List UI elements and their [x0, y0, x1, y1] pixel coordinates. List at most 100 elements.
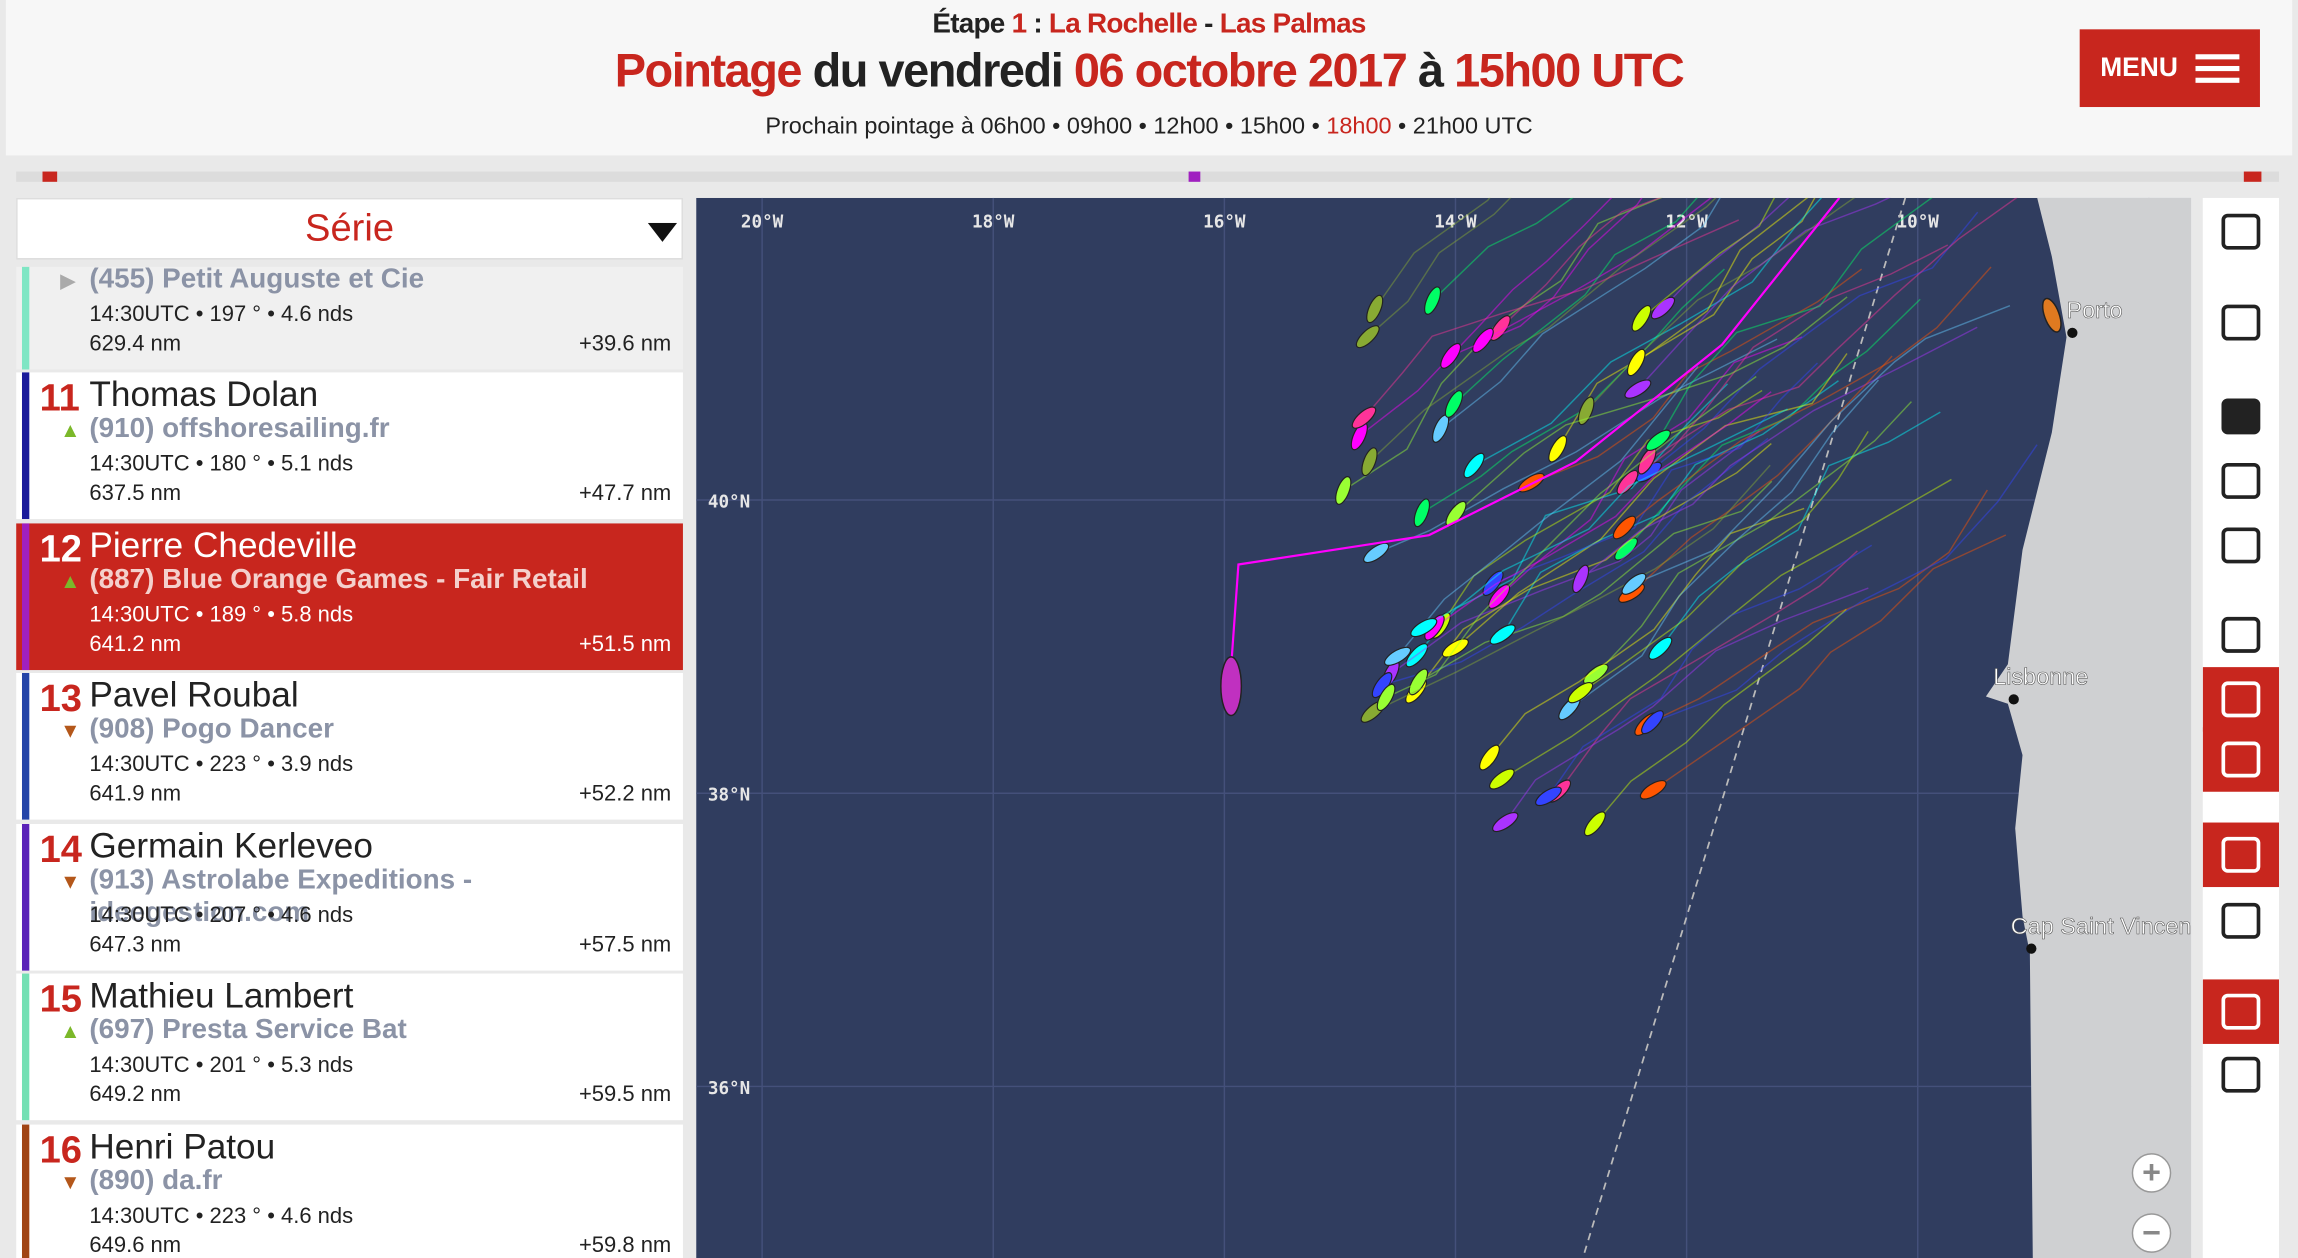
details: 14:30UTC • 223 ° • 4.6 nds: [89, 1203, 354, 1228]
boat-marker[interactable]: [1349, 404, 1379, 432]
boat-marker[interactable]: [1575, 395, 1597, 427]
boat-marker[interactable]: [1411, 497, 1433, 529]
boat-marker[interactable]: [1437, 341, 1464, 372]
details: 14:30UTC • 201 ° • 5.3 nds: [89, 1052, 354, 1078]
tool-icon[interactable]: [2221, 902, 2261, 939]
text: Las Palmas: [1219, 8, 1367, 40]
lat-label: 38°N: [708, 786, 750, 806]
boat-marker[interactable]: [1421, 285, 1443, 317]
selected-boat[interactable]: [1220, 656, 1243, 717]
time: 12h00: [1153, 114, 1219, 140]
boat-marker[interactable]: [1333, 475, 1354, 507]
ranking-entry[interactable]: ▶ (455) Petit Auguste et Cie 14:30UTC • 19…: [16, 266, 683, 370]
boat-marker[interactable]: [1361, 540, 1392, 566]
boat-marker[interactable]: [1646, 634, 1675, 663]
boat-marker[interactable]: [1382, 644, 1413, 669]
tool-icon[interactable]: [2221, 741, 2261, 778]
zoom-button[interactable]: [2131, 1213, 2172, 1253]
tool-icon[interactable]: [2221, 836, 2261, 873]
boat-marker[interactable]: [1461, 450, 1488, 480]
boat-marker[interactable]: [1476, 742, 1503, 773]
distance: 629.4 nm: [89, 331, 182, 357]
boat-marker[interactable]: [1638, 777, 1669, 802]
skipper: Pierre Chedeville: [89, 525, 358, 566]
next-line: Prochain pointage à 06h00 • 09h00 • 12h0…: [6, 114, 2292, 140]
boat-marker[interactable]: [1545, 433, 1570, 464]
boat-marker[interactable]: [1610, 513, 1639, 542]
tool-icon[interactable]: [2221, 527, 2261, 564]
track: [1450, 197, 1643, 357]
time: 15h00: [1239, 114, 1306, 140]
boat-marker[interactable]: [1374, 682, 1399, 713]
details: 14:30UTC • 207 ° • 4.6 nds: [89, 902, 354, 928]
text: Étape: [932, 8, 1005, 40]
color-bar: [21, 672, 30, 820]
boat-marker[interactable]: [1638, 707, 1667, 736]
track: [1440, 197, 1721, 430]
tool-icon[interactable]: [2221, 681, 2261, 718]
boat-marker[interactable]: [1622, 376, 1653, 401]
ranking-entry[interactable]: 12 Pierre Chedeville ▲ (887) Blue Orange Ga…: [16, 522, 683, 670]
boat-marker[interactable]: [1624, 347, 1648, 378]
boat: (890) da.fr: [89, 1164, 223, 1196]
tool-icon[interactable]: [2221, 462, 2261, 499]
ranking-entry[interactable]: 14 Germain Kerleveo ▼ (913) Astrolabe Exped…: [16, 823, 683, 970]
boat-marker[interactable]: [1363, 293, 1385, 325]
boat-marker[interactable]: [1359, 446, 1380, 478]
boat-marker[interactable]: [1408, 615, 1439, 640]
boat-marker[interactable]: [1440, 635, 1471, 660]
boat-marker[interactable]: [1487, 621, 1518, 647]
series-dropdown[interactable]: Série: [16, 197, 683, 260]
track: [1368, 197, 1717, 463]
rank: 16: [39, 1126, 82, 1171]
boat: (697) Presta Service Bat: [89, 1014, 407, 1046]
boat-marker[interactable]: [1629, 303, 1655, 334]
tool-icon[interactable]: [2221, 1056, 2261, 1093]
track: [1652, 444, 2038, 723]
boat-marker[interactable]: [1469, 325, 1496, 355]
tool-icon[interactable]: [2221, 993, 2261, 1030]
boat-marker[interactable]: [1487, 766, 1517, 793]
tool-icon[interactable]: [2221, 616, 2261, 653]
boat-marker[interactable]: [1485, 582, 1513, 612]
ranking-entry[interactable]: 13 Pavel Roubal ▼ (908) Pogo Dancer 14:30UTC…: [16, 672, 683, 820]
boat-marker[interactable]: [1643, 427, 1673, 454]
menu-button[interactable]: MENU: [2079, 29, 2260, 108]
boat-marker[interactable]: [1353, 322, 1382, 351]
tool-icon[interactable]: [2221, 213, 2261, 250]
tool-icon[interactable]: [2221, 398, 2261, 435]
lat-label: 36°N: [708, 1079, 750, 1099]
zoom-button[interactable]: [2131, 1153, 2172, 1193]
boat-marker[interactable]: [1406, 666, 1431, 697]
tool-icon[interactable]: [2221, 304, 2261, 341]
gap: +51.5 nm: [578, 631, 672, 657]
track: [1633, 305, 2011, 585]
boat-marker[interactable]: [1490, 809, 1521, 835]
boat-marker[interactable]: [1611, 535, 1640, 564]
boat-marker[interactable]: [1648, 294, 1678, 322]
track: [1397, 365, 1699, 657]
selected-track: [1230, 197, 1841, 668]
ranking-entry[interactable]: 11 Thomas Dolan ▲ (910) offshoresailing.fr 1…: [16, 372, 683, 520]
boat-marker[interactable]: [1479, 568, 1506, 598]
boat-marker[interactable]: [1403, 640, 1431, 670]
track: [1648, 211, 1979, 473]
track: [1502, 380, 1839, 635]
lat-label: 40°N: [708, 492, 750, 512]
boat-marker[interactable]: [1614, 467, 1642, 497]
boat-marker[interactable]: [1619, 570, 1649, 598]
ranking-entry[interactable]: 15 Mathieu Lambert ▲ (697) Presta Service B…: [16, 973, 683, 1121]
place-label: Cap Saint Vincent: [2011, 913, 2191, 939]
boat-marker[interactable]: [1569, 563, 1591, 595]
ranking-entry[interactable]: 16 Henri Patou ▼ (890) da.fr 14:30UTC • 223 …: [16, 1123, 683, 1258]
lon-label: 10°W: [1897, 212, 1940, 232]
boat-marker[interactable]: [1581, 809, 1609, 839]
boat-marker[interactable]: [1487, 313, 1514, 344]
boat-marker[interactable]: [1565, 679, 1595, 706]
boat-marker[interactable]: [1442, 388, 1466, 419]
text: UTC: [1484, 114, 1533, 140]
trend: ▲: [60, 1019, 81, 1043]
boat-marker[interactable]: [1581, 661, 1611, 688]
track: [1625, 298, 1921, 550]
boat-marker[interactable]: [1533, 784, 1564, 809]
